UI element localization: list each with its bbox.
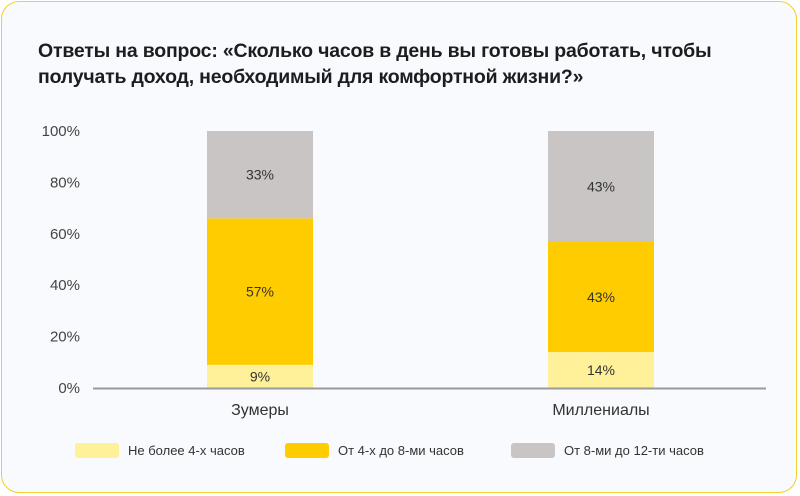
y-tick-label: 40%: [50, 277, 80, 294]
data-label: 14%: [587, 362, 615, 378]
x-category-label: Зумеры: [231, 402, 289, 419]
y-tick-label: 60%: [50, 226, 80, 243]
legend-label: От 8-ми до 12-ти часов: [564, 443, 704, 458]
legend: Не более 4-х часов От 4-х до 8-ми часов От…: [0, 443, 800, 463]
y-tick-label: 20%: [50, 329, 80, 346]
y-tick-label: 0%: [58, 380, 80, 397]
data-label: 57%: [246, 284, 274, 300]
bar-segment: [548, 352, 654, 388]
legend-swatch: [75, 443, 119, 458]
legend-item: От 4-х до 8-ми часов: [285, 443, 464, 458]
bar-segment: [207, 131, 313, 219]
legend-swatch: [285, 443, 329, 458]
bar-segment: [207, 218, 313, 365]
data-label: 43%: [587, 289, 615, 305]
data-label: 43%: [587, 178, 615, 194]
y-tick-label: 100%: [42, 123, 80, 140]
bar-segment: [548, 241, 654, 353]
legend-label: От 4-х до 8-ми часов: [338, 443, 464, 458]
legend-swatch: [511, 443, 555, 458]
legend-item: Не более 4-х часов: [75, 443, 245, 458]
chart-title: Ответы на вопрос: «Сколько часов в день …: [38, 40, 712, 88]
data-label: 9%: [250, 368, 270, 384]
legend-label: Не более 4-х часов: [128, 443, 245, 458]
x-category-label: Миллениалы: [552, 402, 649, 419]
y-tick-label: 80%: [50, 174, 80, 191]
bar-segment: [548, 131, 654, 242]
bar-segment: [207, 364, 313, 388]
data-label: 33%: [246, 167, 274, 183]
legend-item: От 8-ми до 12-ти часов: [511, 443, 704, 458]
